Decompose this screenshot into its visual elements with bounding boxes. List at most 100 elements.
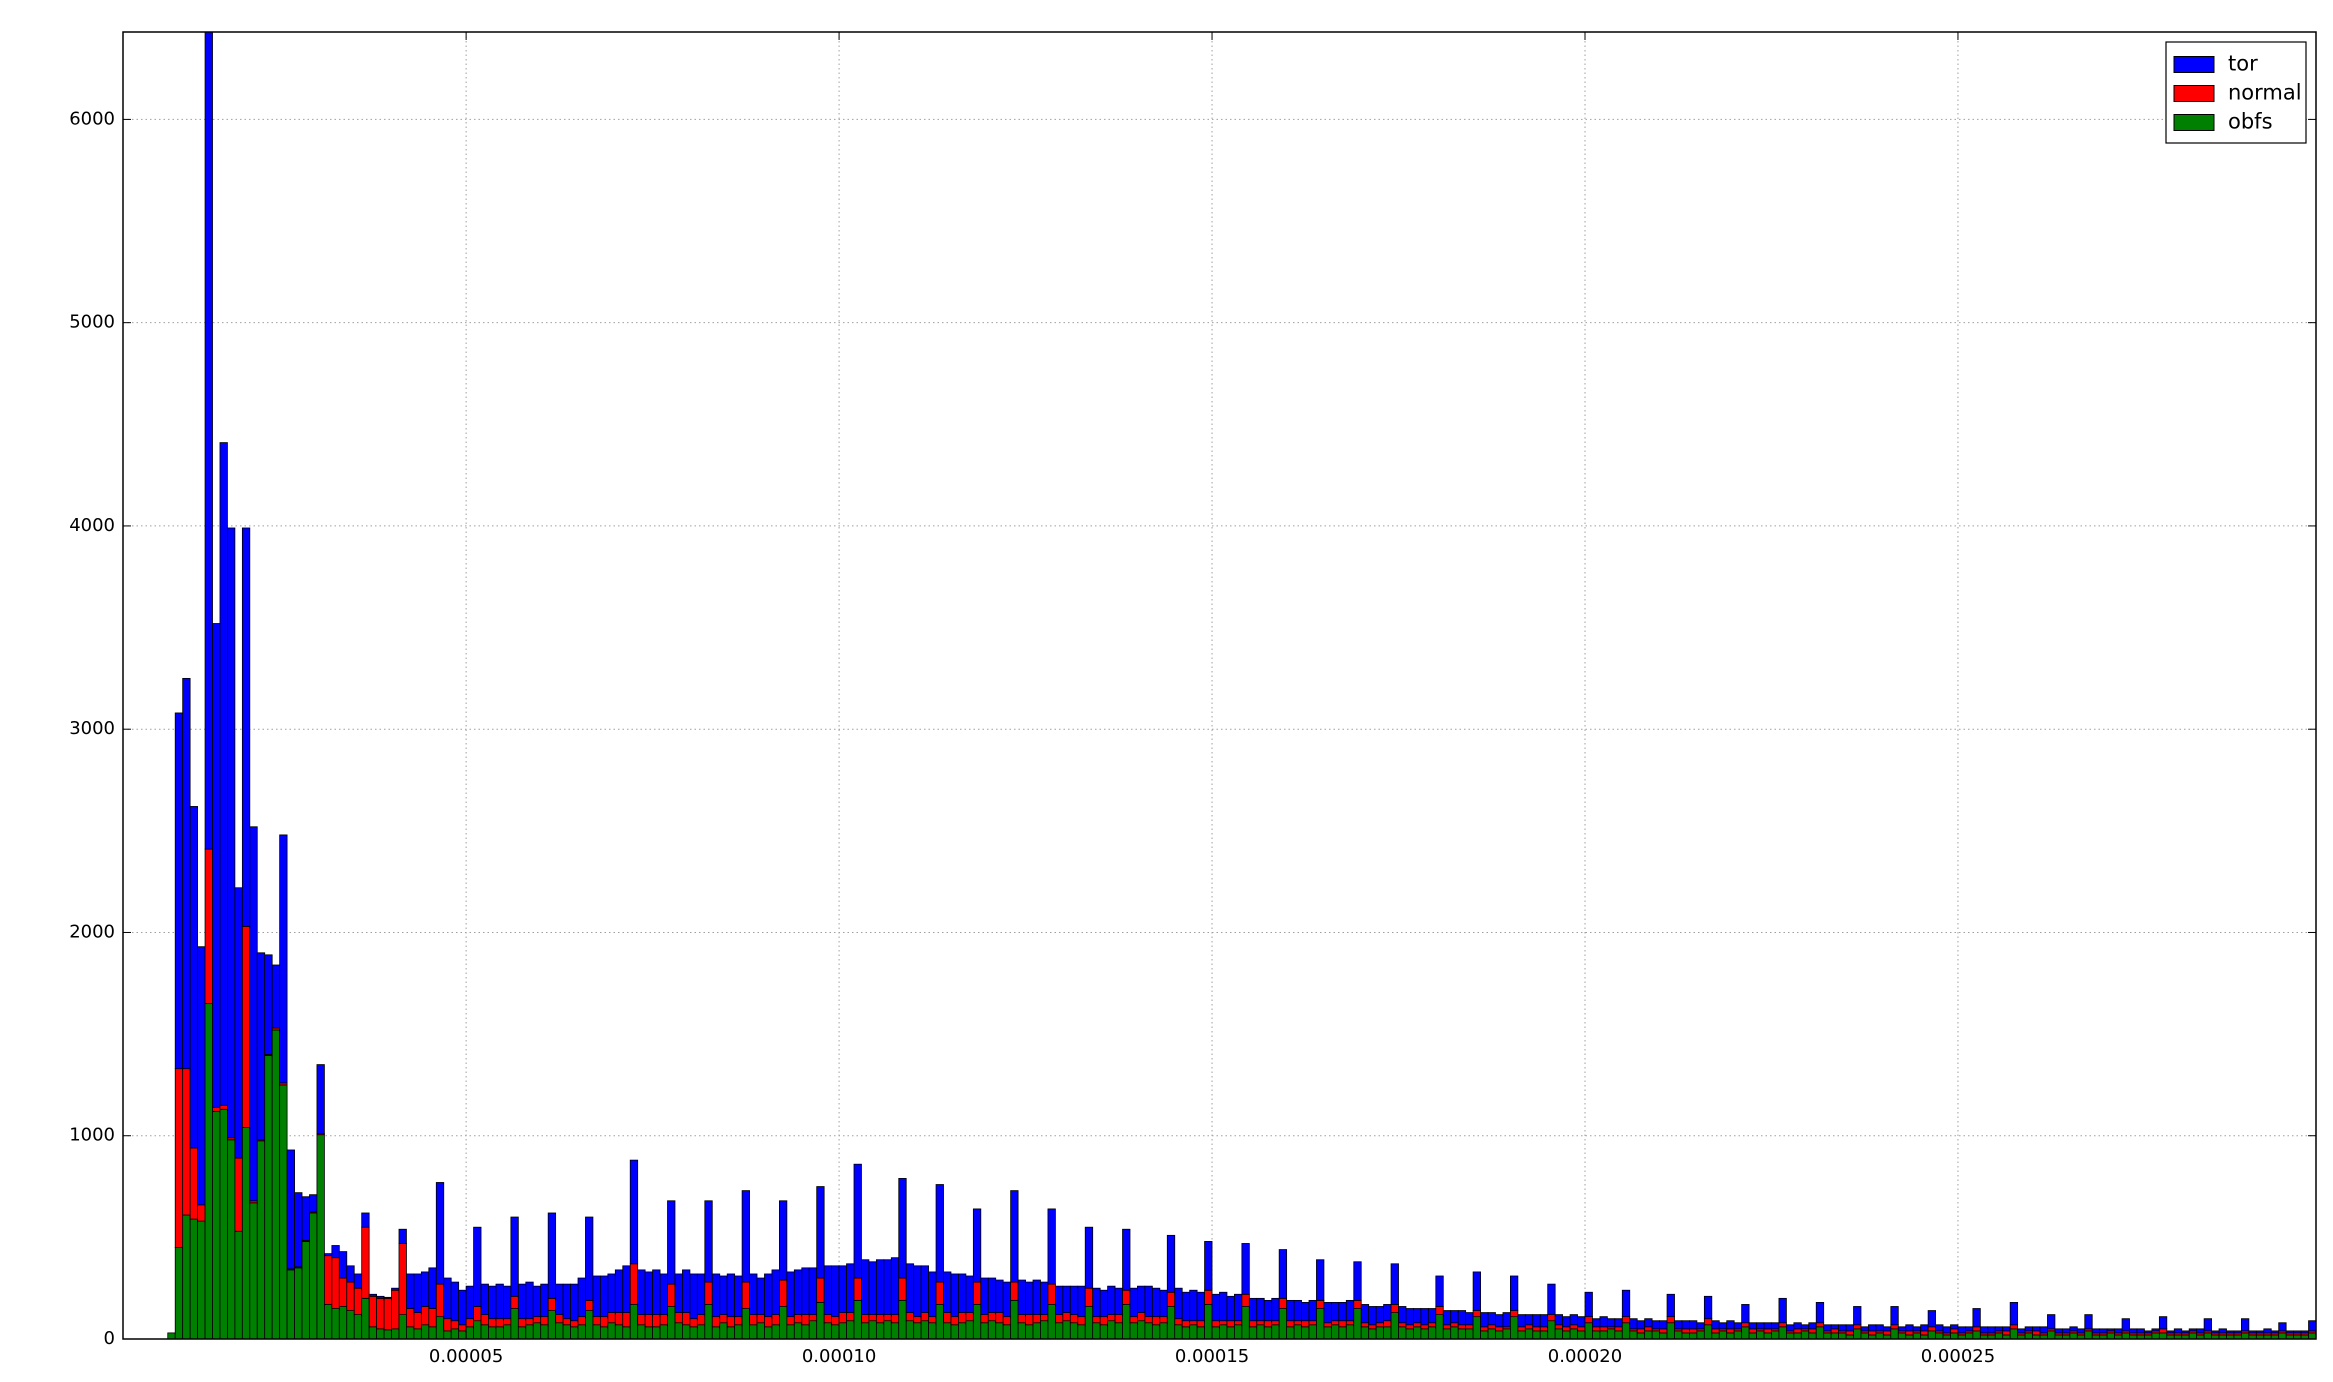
histogram-bar xyxy=(241,527,251,927)
histogram-bar xyxy=(1599,1316,1608,1328)
histogram-bar xyxy=(532,1322,542,1340)
histogram-bar xyxy=(1211,1326,1220,1340)
histogram-bar xyxy=(585,1299,594,1311)
histogram-bar xyxy=(1256,1324,1265,1340)
histogram-bar xyxy=(764,1273,773,1318)
histogram-bar xyxy=(1054,1322,1064,1340)
histogram-bar xyxy=(1286,1320,1295,1328)
histogram-bar xyxy=(1330,1302,1340,1322)
histogram-bar xyxy=(1308,1299,1317,1322)
histogram-bar xyxy=(2270,1330,2280,1334)
histogram-bar xyxy=(2203,1332,2212,1340)
histogram-bar xyxy=(1025,1324,1034,1340)
histogram-bar xyxy=(465,1326,474,1340)
histogram-bar xyxy=(734,1324,743,1340)
legend-swatch xyxy=(2173,85,2215,102)
histogram-bar xyxy=(1166,1291,1176,1307)
histogram-bar xyxy=(1830,1328,1840,1334)
histogram-bar xyxy=(1166,1234,1176,1293)
histogram-bar xyxy=(1711,1332,1720,1340)
histogram-bar xyxy=(2196,1328,2205,1334)
histogram-bar xyxy=(1614,1318,1623,1328)
histogram-bar xyxy=(204,1003,213,1340)
histogram-bar xyxy=(1338,1320,1347,1328)
histogram-bar xyxy=(2106,1328,2116,1332)
histogram-bar xyxy=(607,1322,616,1340)
histogram-bar xyxy=(562,1324,571,1340)
histogram-bar xyxy=(1338,1326,1347,1340)
histogram-bar xyxy=(726,1326,736,1340)
histogram-bar xyxy=(614,1312,624,1326)
histogram-bar xyxy=(771,1324,780,1340)
histogram-bar xyxy=(689,1326,698,1340)
histogram-bar xyxy=(1569,1314,1578,1326)
histogram-bar xyxy=(1099,1316,1109,1326)
histogram-bar xyxy=(905,1320,915,1340)
histogram-bar xyxy=(1942,1326,1951,1334)
histogram-bar xyxy=(316,1064,325,1135)
histogram-bar xyxy=(2308,1320,2317,1332)
histogram-bar xyxy=(1062,1320,1071,1340)
x-tick-label: 0.00010 xyxy=(802,1346,876,1367)
histogram-bar xyxy=(1651,1330,1660,1340)
histogram-bar xyxy=(950,1273,959,1318)
histogram-bar xyxy=(1069,1322,1079,1340)
histogram-bar xyxy=(1480,1312,1489,1328)
histogram-bar xyxy=(1495,1330,1504,1340)
histogram-bar xyxy=(771,1314,780,1326)
histogram-bar xyxy=(1532,1326,1541,1332)
histogram-bar xyxy=(1069,1314,1079,1324)
histogram-bar xyxy=(696,1273,706,1316)
histogram-bar xyxy=(1219,1324,1228,1340)
histogram-bar xyxy=(592,1316,601,1326)
histogram-bar xyxy=(1330,1320,1340,1326)
histogram-bar xyxy=(1845,1324,1854,1332)
histogram-bar xyxy=(585,1216,594,1301)
histogram-bar xyxy=(592,1324,601,1340)
histogram-bar xyxy=(1069,1285,1079,1316)
histogram-bar xyxy=(376,1297,385,1330)
histogram-bar xyxy=(1778,1322,1787,1328)
histogram-bar xyxy=(1815,1326,1825,1340)
histogram-bar xyxy=(861,1314,870,1324)
histogram-bar xyxy=(525,1324,534,1340)
histogram-bar xyxy=(1517,1330,1526,1340)
histogram-bar xyxy=(1002,1316,1012,1326)
histogram-bar xyxy=(1151,1287,1161,1318)
histogram-bar xyxy=(1032,1279,1041,1316)
histogram-bar xyxy=(1830,1324,1840,1330)
histogram-bar xyxy=(2047,1314,2056,1330)
histogram-bar xyxy=(204,31,213,850)
histogram-bar xyxy=(1062,1285,1071,1313)
histogram-bar xyxy=(1703,1318,1713,1326)
histogram-bar xyxy=(1659,1332,1668,1340)
histogram-bar xyxy=(935,1281,944,1305)
histogram-bar xyxy=(1718,1322,1728,1330)
histogram-bar xyxy=(614,1269,624,1313)
histogram-bar xyxy=(2293,1330,2302,1334)
histogram-bar xyxy=(1472,1310,1481,1318)
histogram-bar xyxy=(2024,1332,2033,1340)
histogram-bar xyxy=(174,1247,184,1340)
histogram-bar xyxy=(1204,1289,1213,1305)
histogram-bar xyxy=(674,1322,683,1340)
histogram-bar xyxy=(1017,1279,1026,1316)
histogram-bar xyxy=(674,1273,683,1313)
histogram-bar xyxy=(1927,1310,1936,1328)
histogram-bar xyxy=(1323,1302,1332,1324)
histogram-bar xyxy=(1935,1324,1944,1332)
histogram-bar xyxy=(734,1275,743,1318)
histogram-bar xyxy=(1726,1320,1735,1330)
histogram-bar xyxy=(2061,1328,2071,1334)
histogram-bar xyxy=(1316,1308,1325,1340)
histogram-bar xyxy=(450,1281,460,1322)
histogram-bar xyxy=(234,1230,243,1340)
histogram-bar xyxy=(980,1277,989,1316)
histogram-bar xyxy=(1271,1320,1280,1326)
histogram-bar xyxy=(2121,1332,2130,1340)
histogram-bar xyxy=(741,1308,750,1340)
histogram-bar xyxy=(1032,1314,1041,1324)
histogram-bar xyxy=(458,1330,467,1340)
histogram-bar xyxy=(2069,1326,2078,1332)
histogram-bar xyxy=(1562,1330,1571,1340)
